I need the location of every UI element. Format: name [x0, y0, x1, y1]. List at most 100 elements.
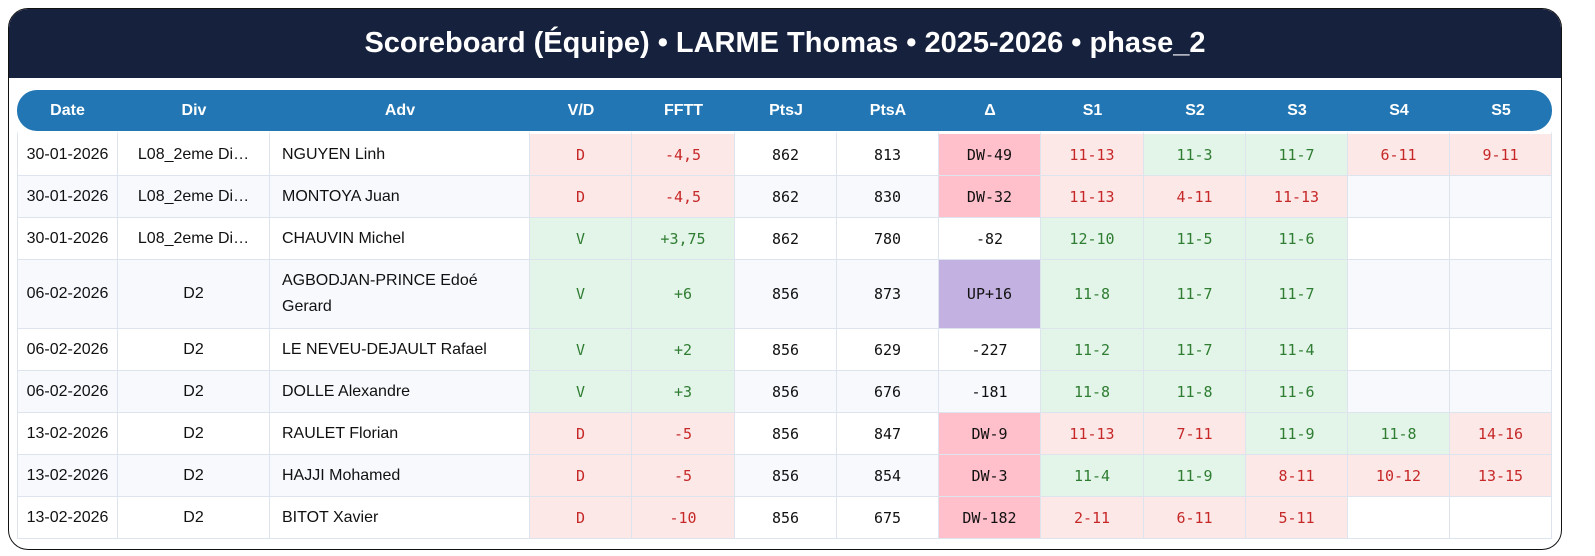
opponent-points-cell: 676 — [837, 371, 939, 413]
set-4-cell — [1348, 218, 1450, 260]
player-points-cell: 856 — [735, 455, 837, 497]
set-1-cell: 11-8 — [1041, 371, 1144, 413]
fftt-points-cell: -4,5 — [632, 176, 735, 218]
set-3-cell: 11-9 — [1246, 413, 1348, 455]
division-cell: D2 — [118, 329, 270, 371]
result-cell: D — [530, 497, 632, 539]
set-5-cell — [1450, 260, 1552, 329]
date-cell: 13-02-2026 — [17, 497, 118, 539]
table-row: 30-01-2026 L08_2eme Di… MONTOYA Juan D -4,5 8… — [17, 176, 1552, 218]
fftt-points-cell: +6 — [632, 260, 735, 329]
set-5-cell — [1450, 371, 1552, 413]
opponent-points-cell: 847 — [837, 413, 939, 455]
opponent-cell: HAJJI Mohamed — [270, 455, 530, 497]
opponent-cell: DOLLE Alexandre — [270, 371, 530, 413]
column-header-s5[interactable]: S5 — [1450, 90, 1552, 131]
set-4-cell — [1348, 329, 1450, 371]
division-cell: L08_2eme Di… — [118, 176, 270, 218]
set-5-cell: 9-11 — [1450, 131, 1552, 176]
delta-cell: UP+16 — [939, 260, 1041, 329]
set-2-cell: 11-7 — [1144, 260, 1246, 329]
delta-cell: DW-182 — [939, 497, 1041, 539]
set-2-cell: 11-7 — [1144, 329, 1246, 371]
set-5-cell: 14-16 — [1450, 413, 1552, 455]
result-cell: V — [530, 218, 632, 260]
opponent-points-cell: 780 — [837, 218, 939, 260]
result-cell: D — [530, 413, 632, 455]
scoreboard-table: Date Div Adv V/D FFTT PtsJ PtsA Δ S1 S2 S3 S4 S5 30-… — [17, 90, 1552, 539]
table-row: 13-02-2026 D2 HAJJI Mohamed D -5 856 854 DW-3 11… — [17, 455, 1552, 497]
opponent-cell: CHAUVIN Michel — [270, 218, 530, 260]
column-header-ptsa[interactable]: PtsA — [837, 90, 939, 131]
set-4-cell — [1348, 176, 1450, 218]
set-3-cell: 11-6 — [1246, 371, 1348, 413]
player-points-cell: 856 — [735, 260, 837, 329]
player-points-cell: 856 — [735, 413, 837, 455]
opponent-points-cell: 813 — [837, 131, 939, 176]
table-row: 13-02-2026 D2 BITOT Xavier D -10 856 675 DW-182… — [17, 497, 1552, 539]
date-cell: 30-01-2026 — [17, 218, 118, 260]
opponent-cell: RAULET Florian — [270, 413, 530, 455]
table-row: 06-02-2026 D2 AGBODJAN-PRINCE Edoé Gerard V… — [17, 260, 1552, 329]
date-cell: 13-02-2026 — [17, 413, 118, 455]
column-header-s2[interactable]: S2 — [1144, 90, 1246, 131]
set-5-cell — [1450, 218, 1552, 260]
set-1-cell: 11-2 — [1041, 329, 1144, 371]
page-title: Scoreboard (Équipe) • LARME Thomas • 202… — [9, 9, 1561, 78]
opponent-cell: NGUYEN Linh — [270, 131, 530, 176]
opponent-cell: AGBODJAN-PRINCE Edoé Gerard — [270, 260, 530, 329]
opponent-points-cell: 629 — [837, 329, 939, 371]
fftt-points-cell: +3,75 — [632, 218, 735, 260]
column-header-s3[interactable]: S3 — [1246, 90, 1348, 131]
set-3-cell: 11-13 — [1246, 176, 1348, 218]
date-cell: 06-02-2026 — [17, 260, 118, 329]
column-header-adv[interactable]: Adv — [270, 90, 530, 131]
fftt-points-cell: +3 — [632, 371, 735, 413]
opponent-cell: BITOT Xavier — [270, 497, 530, 539]
column-header-vd[interactable]: V/D — [530, 90, 632, 131]
set-5-cell — [1450, 497, 1552, 539]
set-4-cell — [1348, 260, 1450, 329]
set-4-cell: 10-12 — [1348, 455, 1450, 497]
table-row: 13-02-2026 D2 RAULET Florian D -5 856 847 DW-9 1… — [17, 413, 1552, 455]
set-1-cell: 2-11 — [1041, 497, 1144, 539]
set-1-cell: 12-10 — [1041, 218, 1144, 260]
table-row: 30-01-2026 L08_2eme Di… CHAUVIN Michel V +3,… — [17, 218, 1552, 260]
set-3-cell: 5-11 — [1246, 497, 1348, 539]
set-5-cell — [1450, 329, 1552, 371]
delta-cell: -82 — [939, 218, 1041, 260]
opponent-points-cell: 873 — [837, 260, 939, 329]
opponent-cell: LE NEVEU-DEJAULT Rafael — [270, 329, 530, 371]
delta-cell: -227 — [939, 329, 1041, 371]
player-points-cell: 862 — [735, 131, 837, 176]
set-2-cell: 11-5 — [1144, 218, 1246, 260]
player-points-cell: 862 — [735, 218, 837, 260]
set-3-cell: 11-6 — [1246, 218, 1348, 260]
column-header-ptsj[interactable]: PtsJ — [735, 90, 837, 131]
column-header-s4[interactable]: S4 — [1348, 90, 1450, 131]
column-header-s1[interactable]: S1 — [1041, 90, 1144, 131]
column-header-delta[interactable]: Δ — [939, 90, 1041, 131]
result-cell: V — [530, 329, 632, 371]
fftt-points-cell: -4,5 — [632, 131, 735, 176]
result-cell: D — [530, 131, 632, 176]
column-header-div[interactable]: Div — [118, 90, 270, 131]
column-header-date[interactable]: Date — [17, 90, 118, 131]
set-5-cell — [1450, 176, 1552, 218]
fftt-points-cell: -5 — [632, 455, 735, 497]
date-cell: 06-02-2026 — [17, 329, 118, 371]
result-cell: D — [530, 455, 632, 497]
player-points-cell: 856 — [735, 497, 837, 539]
set-1-cell: 11-13 — [1041, 131, 1144, 176]
date-cell: 30-01-2026 — [17, 131, 118, 176]
column-header-fftt[interactable]: FFTT — [632, 90, 735, 131]
set-3-cell: 11-7 — [1246, 260, 1348, 329]
set-3-cell: 8-11 — [1246, 455, 1348, 497]
set-5-cell: 13-15 — [1450, 455, 1552, 497]
opponent-points-cell: 854 — [837, 455, 939, 497]
division-cell: D2 — [118, 371, 270, 413]
date-cell: 13-02-2026 — [17, 455, 118, 497]
fftt-points-cell: -10 — [632, 497, 735, 539]
set-2-cell: 6-11 — [1144, 497, 1246, 539]
date-cell: 06-02-2026 — [17, 371, 118, 413]
